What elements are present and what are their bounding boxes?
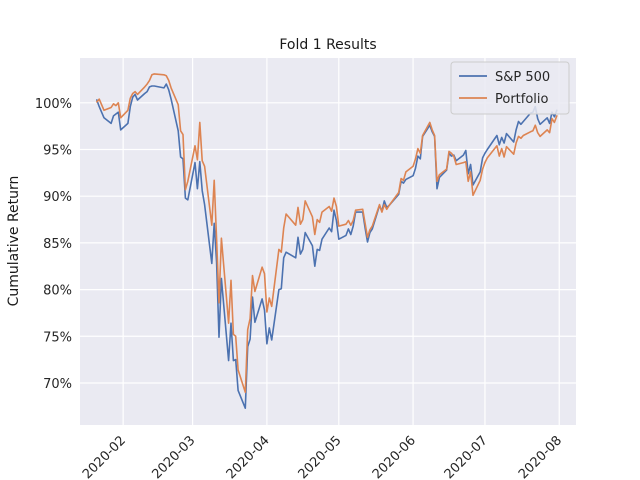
legend-label: Portfolio [495, 92, 549, 107]
y-tick-label: 85% [43, 237, 72, 252]
plot-area [80, 58, 576, 425]
series-line-sp500 [96, 83, 558, 410]
chart-title: Fold 1 Results [279, 37, 376, 53]
legend-label: S&P 500 [495, 70, 550, 85]
y-tick-label: 100% [35, 97, 72, 112]
y-axis-label: Cumulative Return [6, 176, 22, 307]
legend-box [450, 61, 570, 115]
y-axis-ticks: 70% 75% 80% 85% 90% 95% 100% [35, 97, 72, 392]
y-tick-label: 95% [43, 144, 72, 159]
y-tick-label: 90% [43, 190, 72, 205]
y-tick-label: 70% [43, 377, 72, 392]
legend: S&P 500 Portfolio [450, 61, 570, 115]
series-line-portfolio [96, 73, 558, 394]
y-tick-label: 75% [43, 330, 72, 345]
series-lines [96, 73, 558, 410]
y-tick-label: 80% [43, 284, 72, 299]
